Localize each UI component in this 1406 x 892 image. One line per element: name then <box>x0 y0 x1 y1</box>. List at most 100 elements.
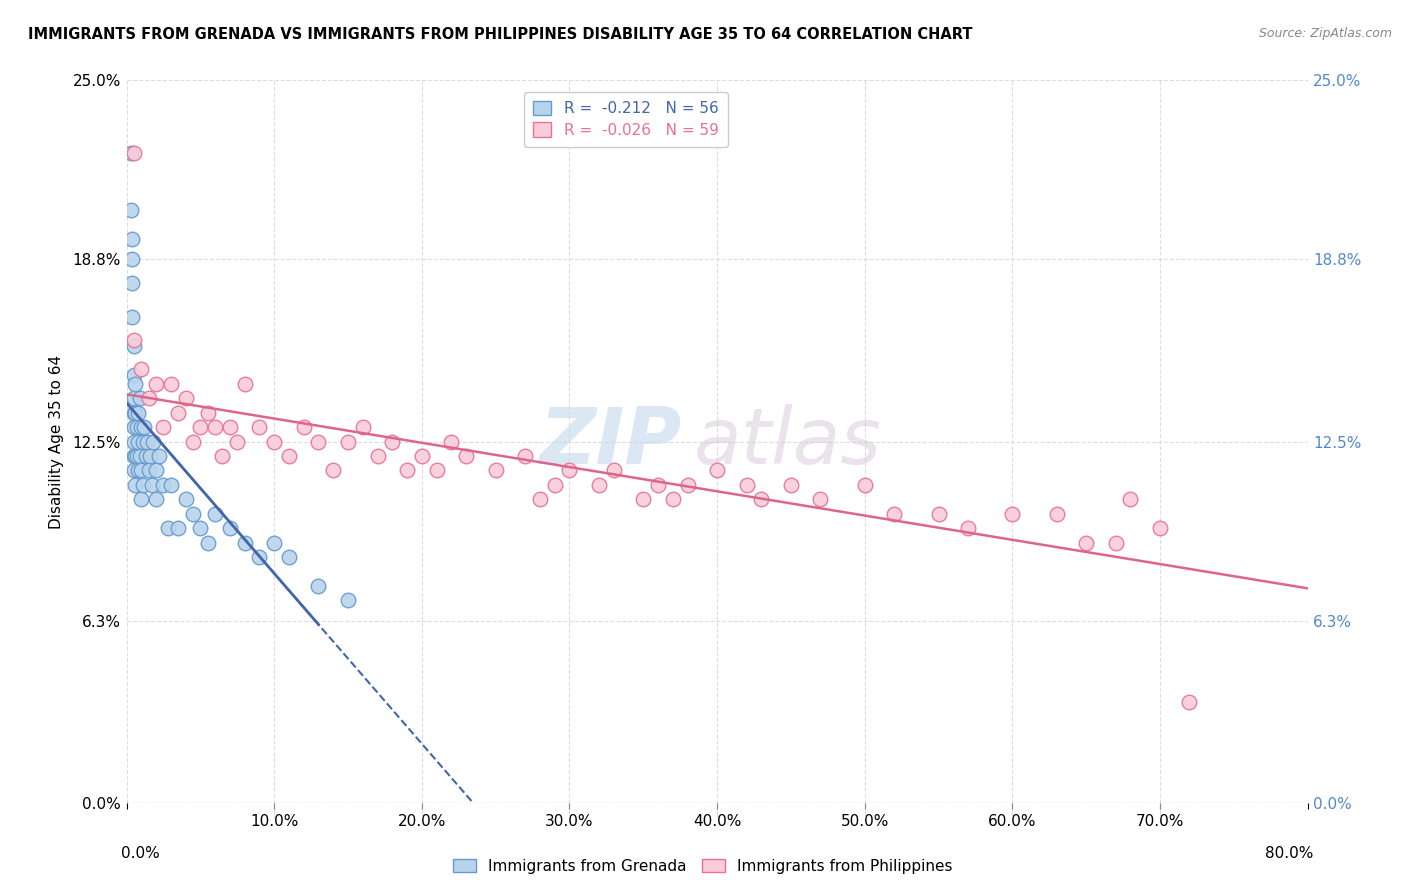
Point <box>558 463 581 477</box>
Point <box>278 550 301 565</box>
Text: 80.0%: 80.0% <box>1265 847 1313 861</box>
Point <box>120 145 142 160</box>
Point <box>134 420 156 434</box>
Point <box>156 521 179 535</box>
Point <box>810 492 832 507</box>
Point <box>139 449 162 463</box>
Text: Source: ZipAtlas.com: Source: ZipAtlas.com <box>1258 27 1392 40</box>
Point <box>141 478 163 492</box>
Point <box>633 492 655 507</box>
Point <box>352 420 374 434</box>
Point <box>197 406 219 420</box>
Point <box>233 535 256 549</box>
Point <box>121 252 143 267</box>
Point <box>1046 507 1069 521</box>
Point <box>160 376 183 391</box>
Point <box>136 434 159 449</box>
Point <box>125 420 148 434</box>
Point <box>226 434 249 449</box>
Point <box>603 463 626 477</box>
Point <box>128 449 150 463</box>
Point <box>456 449 478 463</box>
Point <box>322 463 344 477</box>
Point <box>174 492 197 507</box>
Point <box>219 420 242 434</box>
Point <box>529 492 551 507</box>
Point <box>167 406 190 420</box>
Point <box>928 507 950 521</box>
Point <box>129 463 153 477</box>
Point <box>127 463 149 477</box>
Point <box>160 478 183 492</box>
Point <box>122 391 145 405</box>
Point <box>122 434 145 449</box>
Point <box>544 478 567 492</box>
Point <box>127 406 149 420</box>
Point <box>1178 695 1201 709</box>
Text: IMMIGRANTS FROM GRENADA VS IMMIGRANTS FROM PHILIPPINES DISABILITY AGE 35 TO 64 C: IMMIGRANTS FROM GRENADA VS IMMIGRANTS FR… <box>28 27 973 42</box>
Point <box>122 145 145 160</box>
Point <box>121 276 143 290</box>
Point <box>411 449 433 463</box>
Point <box>122 406 145 420</box>
Point <box>167 521 190 535</box>
Point <box>263 434 285 449</box>
Point <box>233 376 256 391</box>
Point <box>426 463 449 477</box>
Point <box>148 449 170 463</box>
Point <box>676 478 699 492</box>
Point <box>142 434 165 449</box>
Point <box>1105 535 1128 549</box>
Point <box>249 550 271 565</box>
Point <box>152 420 174 434</box>
Point <box>181 434 204 449</box>
Point <box>381 434 404 449</box>
Point <box>396 463 419 477</box>
Point <box>122 449 145 463</box>
Point <box>1119 492 1142 507</box>
Point <box>883 507 905 521</box>
Point <box>211 449 233 463</box>
Point <box>188 521 212 535</box>
Text: atlas: atlas <box>693 403 882 480</box>
Point <box>122 463 145 477</box>
Point <box>121 232 143 246</box>
Point <box>957 521 980 535</box>
Point <box>120 203 142 218</box>
Point <box>1001 507 1024 521</box>
Point <box>515 449 537 463</box>
Point <box>308 434 330 449</box>
Point <box>292 420 315 434</box>
Point <box>440 434 463 449</box>
Point <box>706 463 728 477</box>
Point <box>145 463 167 477</box>
Text: ZIP: ZIP <box>540 403 682 480</box>
Point <box>278 449 301 463</box>
Point <box>188 420 212 434</box>
Text: 0.0%: 0.0% <box>121 847 159 861</box>
Point <box>122 420 145 434</box>
Point <box>204 507 226 521</box>
Point <box>124 376 146 391</box>
Point <box>152 478 174 492</box>
Point <box>588 478 610 492</box>
Point <box>129 420 153 434</box>
Point <box>129 492 153 507</box>
Point <box>121 310 143 325</box>
Point <box>1149 521 1171 535</box>
Point <box>647 478 669 492</box>
Point <box>219 521 242 535</box>
Point <box>125 449 148 463</box>
Point <box>138 391 160 405</box>
Point <box>337 593 360 607</box>
Point <box>1076 535 1098 549</box>
Point <box>853 478 876 492</box>
Point <box>138 463 160 477</box>
Point <box>197 535 219 549</box>
Point <box>124 449 146 463</box>
Point <box>124 406 146 420</box>
Point <box>263 535 285 549</box>
Point <box>122 368 145 382</box>
Point <box>780 478 803 492</box>
Point <box>308 579 330 593</box>
